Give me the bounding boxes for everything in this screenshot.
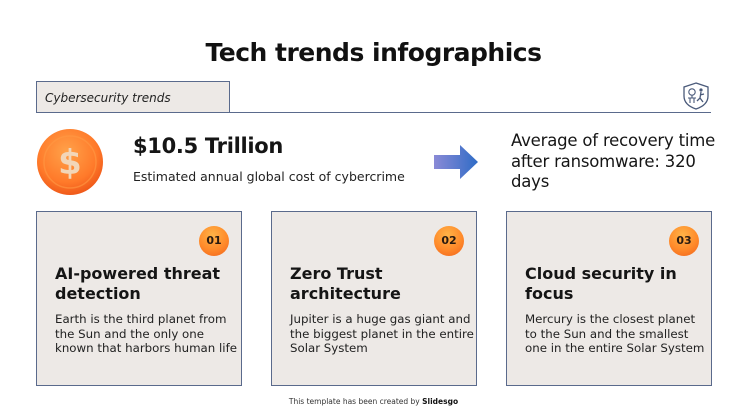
section-tab: Cybersecurity trends [36,81,230,112]
trend-card: 03 Cloud security in focus Mercury is th… [506,211,712,386]
number-badge: 01 [199,226,229,256]
section-label: Cybersecurity trends [45,91,171,105]
stat-value: $10.5 Trillion [133,134,284,158]
card-title: AI-powered threat detection [55,264,221,303]
footer-text: This template has been created by [288,397,423,406]
svg-text:$: $ [58,143,82,183]
shield-cyber-icon [683,82,709,110]
card-title: Zero Trust architecture [290,264,401,303]
trend-card: 01 AI-powered threat detection Earth is … [36,211,242,386]
number-badge: 02 [434,226,464,256]
card-body: Jupiter is a huge gas giant and the bigg… [290,312,474,355]
footer-brand-link[interactable]: Slidesgo [422,397,459,406]
card-body: Mercury is the closest planet to the Sun… [525,312,705,355]
section-divider [36,112,711,113]
arrow-right-icon [434,145,478,179]
recovery-stat: Average of recovery time after ransomwar… [511,131,716,191]
card-body: Earth is the third planet from the Sun a… [55,312,237,355]
card-title: Cloud security in focus [525,264,677,303]
trend-card: 02 Zero Trust architecture Jupiter is a … [271,211,477,386]
footer-credit: This template has been created by Slides… [0,397,747,406]
number-badge: 03 [669,226,699,256]
dollar-coin-icon: $ [37,129,103,195]
stat-description: Estimated annual global cost of cybercri… [133,169,405,184]
slide-title: Tech trends infographics [205,38,543,67]
